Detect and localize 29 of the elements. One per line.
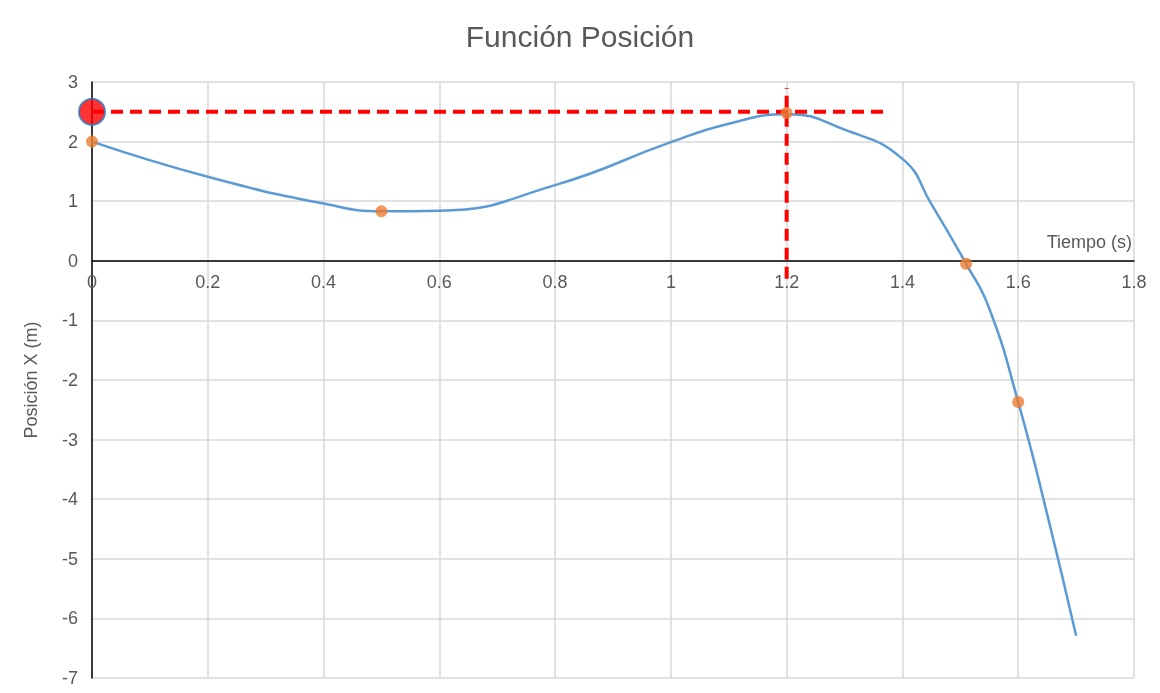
point <box>780 106 793 119</box>
point <box>375 205 388 218</box>
x-tick-label: 1.4 <box>889 271 915 292</box>
y-tick-label: -7 <box>61 668 78 688</box>
y-tick-label: -3 <box>61 429 78 450</box>
point <box>78 97 106 126</box>
x-tick-label: 0.2 <box>195 271 221 292</box>
x-tick-label: 0.4 <box>311 271 337 292</box>
y-tick-label: -4 <box>61 489 78 510</box>
y-tick-label: 0 <box>67 250 78 271</box>
x-tick-label: 1.6 <box>1005 271 1031 292</box>
x-tick-label: 1.8 <box>1121 271 1147 292</box>
x-axis-title: Tiempo (s) <box>1046 231 1132 252</box>
x-tick-label: 1.2 <box>774 271 800 292</box>
y-tick-label: 1 <box>67 191 78 212</box>
point <box>86 135 98 148</box>
x-tick-label: 1 <box>665 271 676 292</box>
y-tick-label: 2 <box>67 131 78 152</box>
y-tick-label: -5 <box>61 548 78 569</box>
x-tick-label: 0.6 <box>426 271 452 292</box>
y-axis-title: Posición X (m) <box>21 321 41 439</box>
y-tick-label: 3 <box>67 72 78 92</box>
y-tick-label: -6 <box>61 608 78 629</box>
chart-title: Función Posición <box>465 19 695 53</box>
x-tick-label: 0.8 <box>542 271 568 292</box>
point <box>1012 396 1025 409</box>
point <box>960 257 973 270</box>
y-tick-label: -2 <box>61 370 78 390</box>
y-tick-label: -1 <box>61 310 78 331</box>
